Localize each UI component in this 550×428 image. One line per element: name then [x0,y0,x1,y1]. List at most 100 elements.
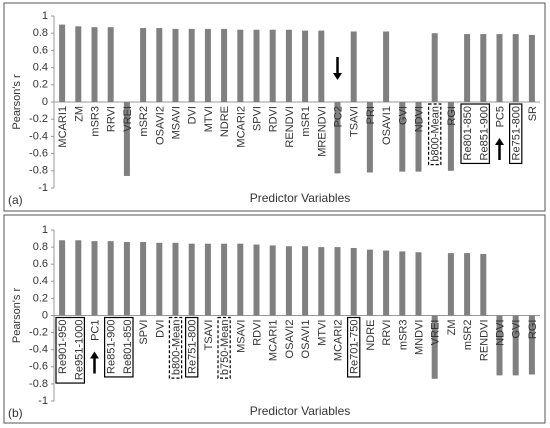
y-tick-label: -0.6 [29,148,48,160]
bar [334,102,341,174]
x-tick-label: MSAVI [235,320,247,353]
highlight-box [217,316,231,379]
x-tick-label: MTVI [316,320,328,346]
x-tick-label: RENDVI [478,320,490,362]
x-tick-label: NDVI [495,320,507,346]
x-tick-label: mSR2 [462,320,474,351]
y-tick-label: 0.2 [33,292,48,304]
x-tick-label: TSAVI [349,106,361,137]
bar [91,27,98,102]
x-tick-label: OSAVI1 [300,320,312,359]
bar [172,28,179,102]
bar [496,34,503,103]
bar [269,29,276,102]
x-tick-label: MCARI2 [333,320,345,362]
x-tick-label: PC1 [90,320,102,341]
bar [253,29,260,102]
y-tick-label: -1 [38,182,48,194]
highlight-box [509,103,523,165]
x-tick-label: NDVI [414,106,426,132]
bar [431,33,438,103]
x-tick-label: b800-Mean [171,320,183,376]
x-tick-label: RRVI [106,106,118,132]
bar [237,243,244,316]
y-axis-title: Pearson's r [11,288,23,344]
y-tick-label: 0.8 [33,27,48,39]
y-axis-title: Pearson's r [11,74,23,130]
bar [188,243,195,316]
x-tick-label: TSAVI [203,320,215,351]
bar [123,102,130,176]
bar [123,241,130,316]
x-tick-label: PC5 [495,106,507,127]
bar [350,31,357,103]
bar [415,102,422,172]
panel-label: (b) [8,406,23,420]
bar [204,28,211,102]
x-tick-label: RDVI [252,320,264,346]
highlight-box [185,316,199,378]
bar [512,315,519,376]
panel-frame [3,2,546,212]
x-tick-label: OSAVI2 [284,320,296,359]
y-tick-label: 0.2 [33,79,48,91]
x-tick-label: RRVI [381,320,393,346]
x-axis-title: Predictor Variables [250,404,351,418]
bar [350,247,357,316]
x-tick-label: mSR2 [138,106,150,137]
x-tick-label: mSR3 [397,320,409,351]
x-tick-label: RGI [446,106,458,126]
bar [59,24,66,103]
bar [399,102,406,172]
bar [334,247,341,316]
y-tick-label: -1 [38,395,48,407]
bar [140,241,147,316]
x-tick-label: Re951-1000 [73,320,85,381]
x-tick-label: NDRE [365,320,377,351]
bar [366,102,373,173]
highlight-box [460,103,490,165]
bar [447,253,454,316]
x-tick-label: MCARI1 [268,320,280,362]
x-tick-label: SPVI [138,320,150,345]
bar [528,315,535,375]
x-tick-label: Re801-850 [122,320,134,374]
y-tick-label: 0.6 [33,258,48,270]
bar [480,34,487,103]
x-tick-label: GVI [511,320,523,339]
x-tick-label: Re901-950 [57,320,69,374]
bar [512,34,519,103]
bar [285,29,292,102]
x-tick-label: mSR3 [90,106,102,137]
y-tick-label: -0.2 [29,113,48,125]
bar [383,31,390,103]
x-tick-label: DVI [187,106,199,124]
highlight-box [168,316,183,379]
panel-frame [3,214,546,424]
highlight-box [347,316,361,378]
x-tick-label: DVI [154,320,166,338]
x-tick-label: Re701-750 [349,320,361,374]
x-tick-label: PRI [365,106,377,124]
x-tick-label: Re751-800 [187,320,199,374]
x-tick-label: VREI [122,106,134,132]
x-tick-label: b750-Mean [219,320,231,376]
x-tick-label: mSR1 [300,106,312,137]
bar [447,102,454,171]
x-tick-label: MCARI2 [235,106,247,148]
x-tick-label: MRENDVI [316,106,328,157]
x-tick-label: MNDVI [414,320,426,355]
y-tick-label: -0.2 [29,327,48,339]
x-tick-label: MTVI [203,106,215,132]
x-tick-label: RENDVI [284,106,296,148]
bar [269,245,276,316]
bar [285,246,292,316]
y-tick-label: 1 [42,224,48,236]
bar [156,28,163,102]
x-tick-label: GVI [397,106,409,125]
bar [496,315,503,376]
x-tick-label: SPVI [252,106,264,131]
bar [464,253,471,316]
bar [107,241,114,316]
x-tick-label: RDVI [268,106,280,132]
